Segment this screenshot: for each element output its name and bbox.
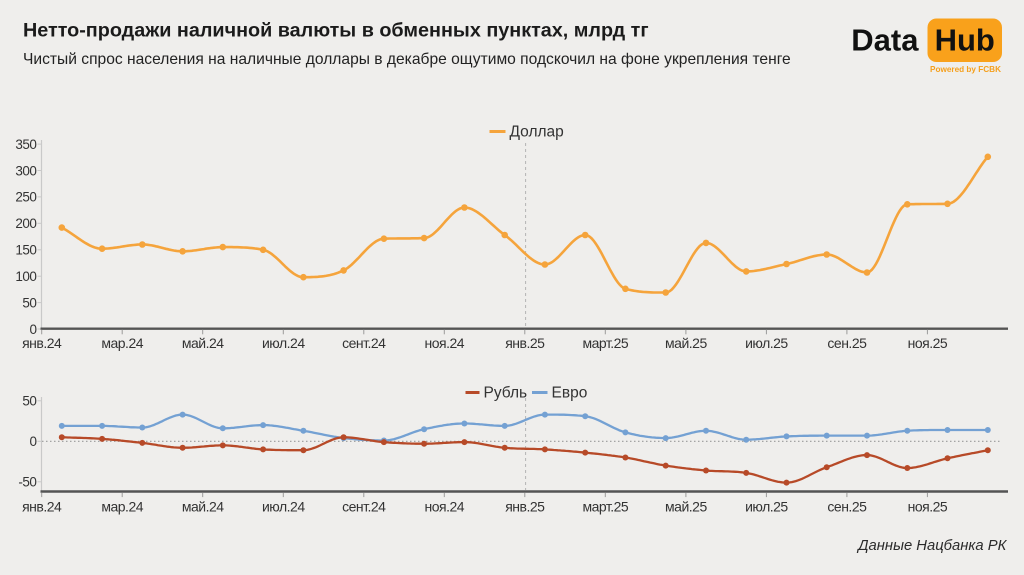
- svg-text:ноя.25: ноя.25: [908, 335, 948, 351]
- svg-text:200: 200: [15, 216, 36, 231]
- svg-text:Чистый спрос населения на нали: Чистый спрос населения на наличные долла…: [23, 51, 791, 68]
- svg-text:июл.25: июл.25: [745, 499, 788, 515]
- svg-text:май.24: май.24: [182, 499, 224, 515]
- svg-text:ноя.25: ноя.25: [908, 499, 948, 515]
- svg-text:350: 350: [15, 137, 36, 152]
- svg-text:янв.25: янв.25: [505, 335, 545, 351]
- svg-text:сент.24: сент.24: [342, 499, 386, 515]
- svg-text:сен.25: сен.25: [827, 335, 867, 351]
- svg-text:0: 0: [29, 322, 36, 337]
- svg-text:Данные Нацбанка РК: Данные Нацбанка РК: [856, 538, 1007, 554]
- svg-text:май.24: май.24: [182, 335, 224, 351]
- svg-text:март.25: март.25: [582, 499, 628, 515]
- svg-text:-50: -50: [18, 475, 36, 490]
- svg-text:янв.24: янв.24: [22, 335, 62, 351]
- svg-text:300: 300: [15, 163, 36, 178]
- svg-text:Data: Data: [851, 23, 919, 58]
- svg-text:Нетто-продажи наличной валюты: Нетто-продажи наличной валюты в обменных…: [23, 20, 649, 42]
- svg-text:Powered by FCBK: Powered by FCBK: [930, 65, 1001, 74]
- svg-text:янв.25: янв.25: [505, 499, 545, 515]
- svg-text:мар.24: мар.24: [101, 335, 143, 351]
- svg-text:июл.24: июл.24: [262, 335, 305, 351]
- svg-text:март.25: март.25: [582, 335, 628, 351]
- svg-text:Доллар: Доллар: [510, 124, 564, 141]
- svg-text:июл.24: июл.24: [262, 499, 305, 515]
- svg-text:янв.24: янв.24: [22, 499, 62, 515]
- svg-text:50: 50: [22, 295, 36, 310]
- svg-text:50: 50: [22, 394, 36, 409]
- svg-text:Евро: Евро: [552, 385, 588, 402]
- svg-text:ноя.24: ноя.24: [425, 499, 465, 515]
- svg-text:150: 150: [15, 243, 36, 258]
- svg-text:100: 100: [15, 269, 36, 284]
- svg-text:250: 250: [15, 190, 36, 205]
- svg-text:сен.25: сен.25: [827, 499, 867, 515]
- svg-text:Hub: Hub: [935, 23, 995, 58]
- svg-text:май.25: май.25: [665, 499, 707, 515]
- svg-text:май.25: май.25: [665, 335, 707, 351]
- svg-text:сент.24: сент.24: [342, 335, 386, 351]
- svg-text:июл.25: июл.25: [745, 335, 788, 351]
- svg-text:мар.24: мар.24: [101, 499, 143, 515]
- svg-text:ноя.24: ноя.24: [425, 335, 465, 351]
- svg-text:Рубль: Рубль: [484, 385, 528, 402]
- svg-text:0: 0: [29, 434, 36, 449]
